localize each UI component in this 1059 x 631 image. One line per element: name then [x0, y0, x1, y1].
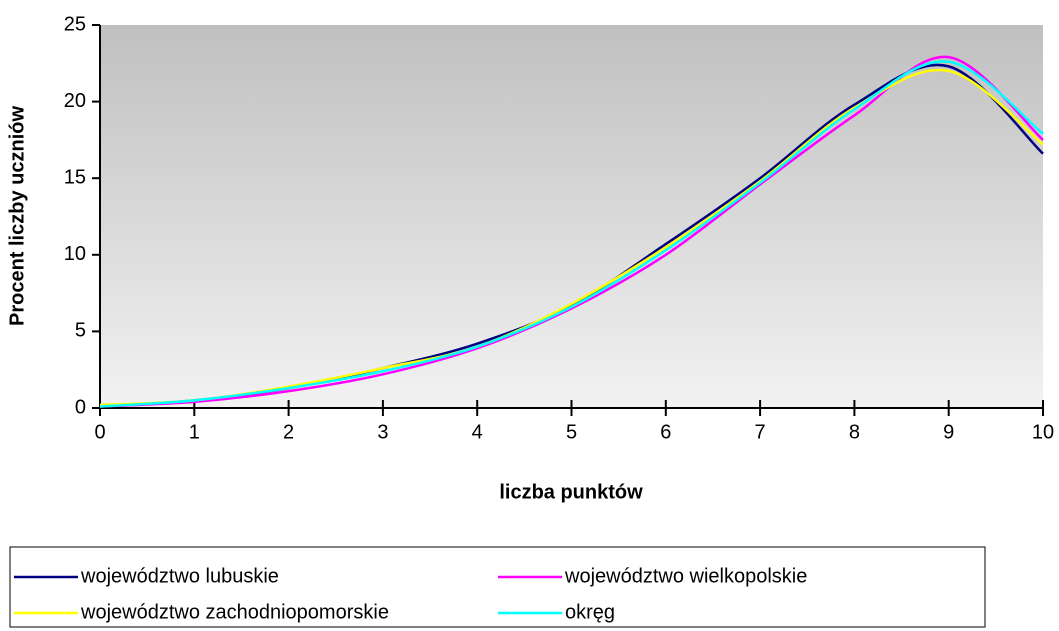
y-tick-label: 25	[64, 13, 86, 35]
x-tick-label: 9	[943, 421, 954, 443]
x-tick-label: 1	[189, 421, 200, 443]
plot-area	[100, 25, 1043, 408]
x-tick-label: 7	[755, 421, 766, 443]
x-tick-label: 5	[566, 421, 577, 443]
y-tick-label: 10	[64, 243, 86, 265]
x-tick-label: 2	[283, 421, 294, 443]
x-tick-label: 3	[377, 421, 388, 443]
x-tick-label: 8	[849, 421, 860, 443]
legend	[9, 546, 986, 628]
y-tick-label: 0	[75, 396, 86, 418]
x-tick-label: 0	[94, 421, 105, 443]
legend-label: województwo wielkopolskie	[564, 565, 807, 587]
x-axis-title: liczba punktów	[499, 481, 643, 503]
x-tick-label: 6	[660, 421, 671, 443]
x-tick-label: 10	[1032, 421, 1054, 443]
legend-label: województwo lubuskie	[80, 565, 279, 587]
x-tick-label: 4	[472, 421, 483, 443]
y-axis-title: Procent liczby uczniów	[6, 106, 28, 326]
y-tick-label: 15	[64, 166, 86, 188]
y-tick-label: 5	[75, 320, 86, 342]
legend-label: okręg	[565, 601, 615, 623]
y-tick-label: 20	[64, 90, 86, 112]
series-line	[99, 60, 1044, 408]
legend-label: województwo zachodniopomorskie	[80, 601, 389, 623]
